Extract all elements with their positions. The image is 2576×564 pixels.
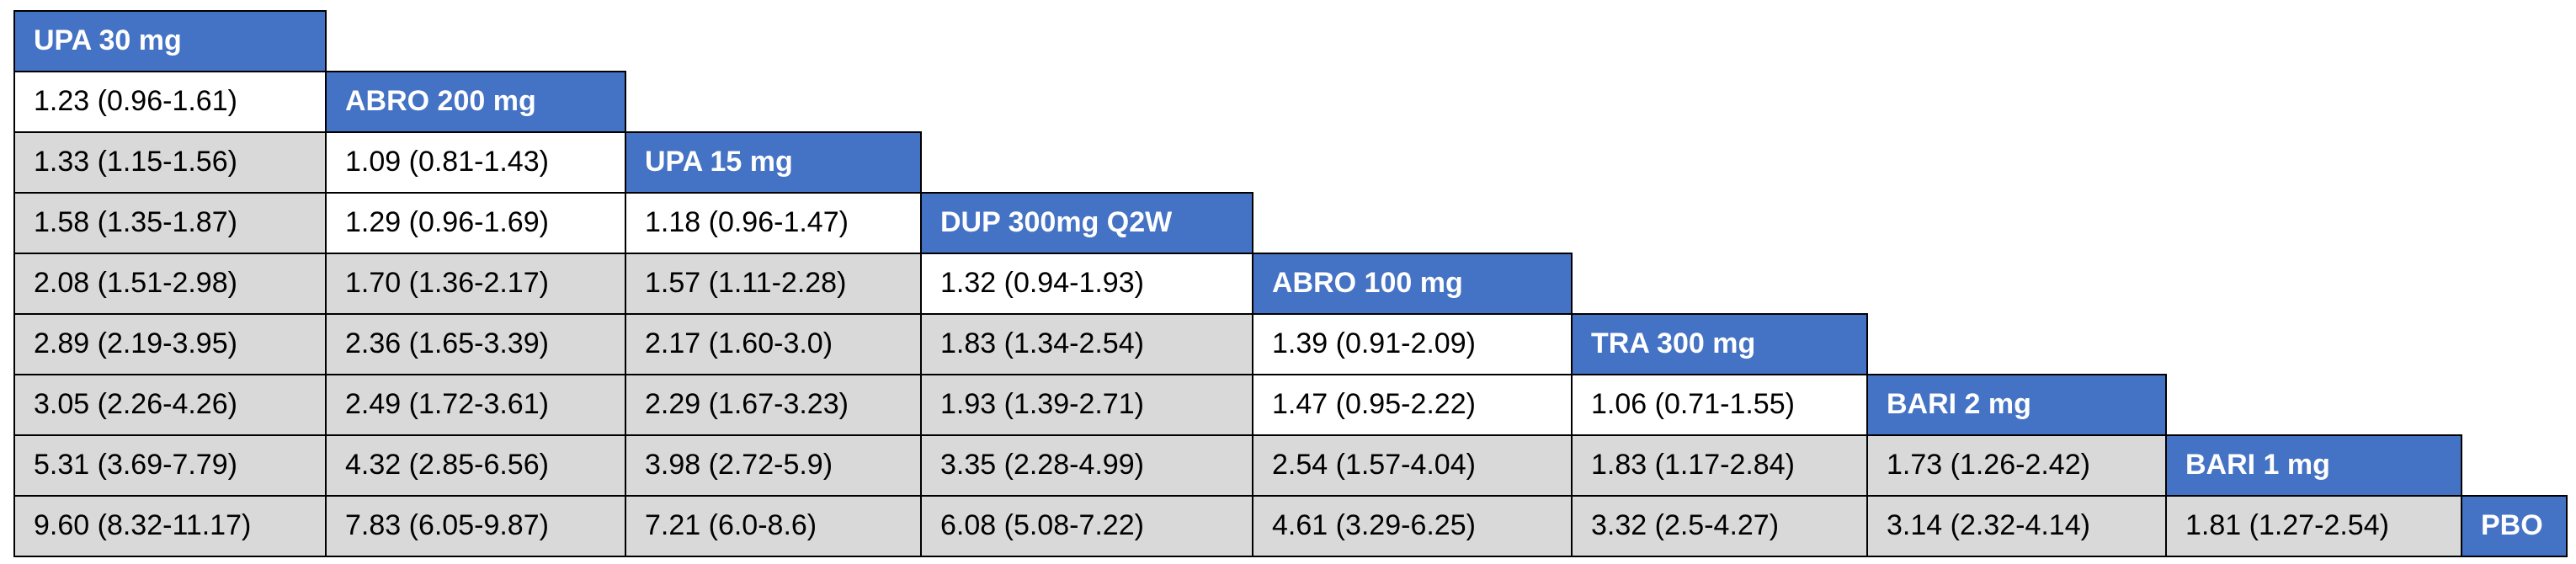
treatment-header: ABRO 200 mg — [325, 71, 626, 133]
treatment-header: UPA 30 mg — [13, 10, 327, 72]
value-cell: 1.57 (1.11-2.28) — [625, 253, 922, 315]
treatment-header: PBO — [2461, 495, 2568, 557]
value-cell: 4.61 (3.29-6.25) — [1252, 495, 1573, 557]
value-cell: 1.83 (1.17-2.84) — [1571, 434, 1868, 497]
value-cell: 1.93 (1.39-2.71) — [920, 374, 1253, 436]
treatment-header: ABRO 100 mg — [1252, 253, 1573, 315]
value-cell: 2.29 (1.67-3.23) — [625, 374, 922, 436]
treatment-header: UPA 15 mg — [625, 131, 922, 194]
treatment-header: DUP 300mg Q2W — [920, 192, 1253, 254]
value-cell: 2.89 (2.19-3.95) — [13, 313, 327, 375]
value-cell: 1.47 (0.95-2.22) — [1252, 374, 1573, 436]
value-cell: 7.21 (6.0-8.6) — [625, 495, 922, 557]
value-cell: 1.18 (0.96-1.47) — [625, 192, 922, 254]
value-cell: 1.83 (1.34-2.54) — [920, 313, 1253, 375]
value-cell: 3.14 (2.32-4.14) — [1866, 495, 2167, 557]
value-cell: 3.32 (2.5-4.27) — [1571, 495, 1868, 557]
value-cell: 1.58 (1.35-1.87) — [13, 192, 327, 254]
value-cell: 9.60 (8.32-11.17) — [13, 495, 327, 557]
treatment-header: TRA 300 mg — [1571, 313, 1868, 375]
value-cell: 1.23 (0.96-1.61) — [13, 71, 327, 133]
value-cell: 3.35 (2.28-4.99) — [920, 434, 1253, 497]
value-cell: 3.05 (2.26-4.26) — [13, 374, 327, 436]
value-cell: 1.33 (1.15-1.56) — [13, 131, 327, 194]
value-cell: 6.08 (5.08-7.22) — [920, 495, 1253, 557]
value-cell: 1.70 (1.36-2.17) — [325, 253, 626, 315]
value-cell: 4.32 (2.85-6.56) — [325, 434, 626, 497]
value-cell: 7.83 (6.05-9.87) — [325, 495, 626, 557]
value-cell: 3.98 (2.72-5.9) — [625, 434, 922, 497]
value-cell: 1.09 (0.81-1.43) — [325, 131, 626, 194]
value-cell: 2.17 (1.60-3.0) — [625, 313, 922, 375]
value-cell: 2.36 (1.65-3.39) — [325, 313, 626, 375]
value-cell: 5.31 (3.69-7.79) — [13, 434, 327, 497]
treatment-header: BARI 2 mg — [1866, 374, 2167, 436]
value-cell: 2.49 (1.72-3.61) — [325, 374, 626, 436]
value-cell: 1.81 (1.27-2.54) — [2165, 495, 2462, 557]
value-cell: 1.39 (0.91-2.09) — [1252, 313, 1573, 375]
value-cell: 1.06 (0.71-1.55) — [1571, 374, 1868, 436]
value-cell: 1.29 (0.96-1.69) — [325, 192, 626, 254]
value-cell: 1.32 (0.94-1.93) — [920, 253, 1253, 315]
value-cell: 2.08 (1.51-2.98) — [13, 253, 327, 315]
value-cell: 1.73 (1.26-2.42) — [1866, 434, 2167, 497]
value-cell: 2.54 (1.57-4.04) — [1252, 434, 1573, 497]
treatment-header: BARI 1 mg — [2165, 434, 2462, 497]
